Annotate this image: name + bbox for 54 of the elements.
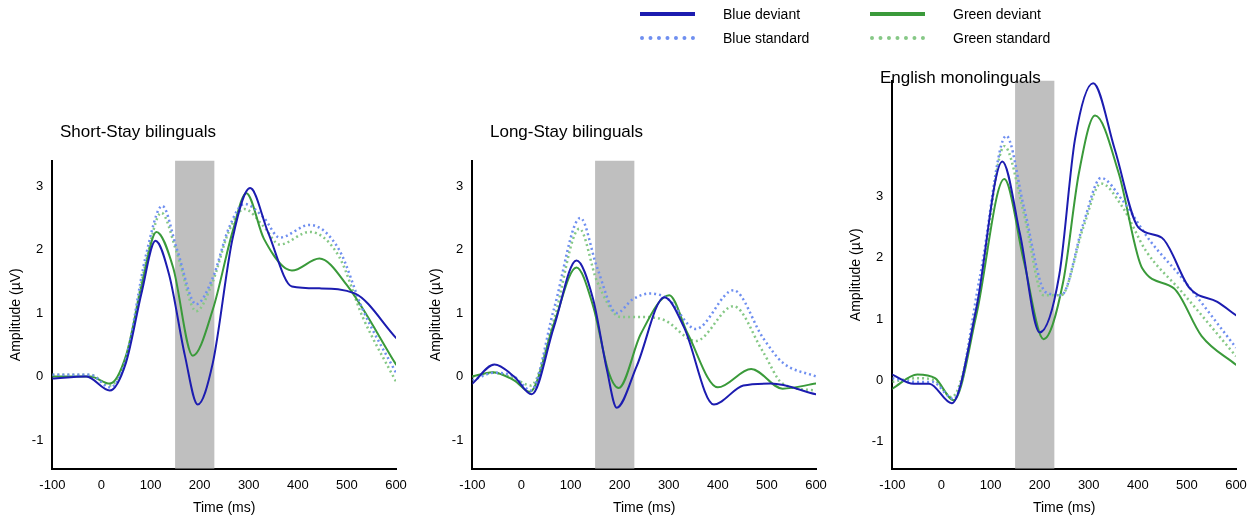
y-tick-label: 3 xyxy=(456,177,464,193)
x-tick-label: -100 xyxy=(39,476,66,492)
y-tick-label: 1 xyxy=(876,310,884,326)
x-tick-label: 200 xyxy=(188,476,211,492)
x-tick-label: 0 xyxy=(937,476,946,492)
y-axis-title: Amplitude (µV) xyxy=(847,228,864,322)
y-tick-label: -1 xyxy=(31,431,44,447)
x-tick-label: 100 xyxy=(559,476,582,492)
x-axis-title: Time (ms) xyxy=(192,499,256,516)
x-tick-label: 100 xyxy=(979,476,1002,492)
y-tick-label: 0 xyxy=(456,368,464,384)
x-axis-title: Time (ms) xyxy=(612,499,676,516)
legend-label: Green standard xyxy=(953,30,1051,46)
y-tick-label: 1 xyxy=(456,304,464,320)
x-tick-label: 200 xyxy=(1028,476,1051,492)
x-tick-label: 600 xyxy=(1225,476,1247,492)
line-series xyxy=(472,266,816,393)
x-tick-label: 300 xyxy=(657,476,680,492)
x-tick-label: -100 xyxy=(459,476,486,492)
x-tick-label: 400 xyxy=(286,476,309,492)
y-tick-label: 3 xyxy=(36,177,44,193)
y-axis-title: Amplitude (µV) xyxy=(7,268,24,362)
line-series xyxy=(472,259,816,409)
x-tick-label: 300 xyxy=(1077,476,1100,492)
y-tick-label: 0 xyxy=(36,368,44,384)
chart-title: English monolinguals xyxy=(880,68,1041,88)
y-axis-title: Amplitude (µV) xyxy=(427,268,444,362)
x-axis-title: Time (ms) xyxy=(1032,499,1096,516)
y-tick-label: 2 xyxy=(876,249,884,265)
x-tick-label: 500 xyxy=(336,476,358,492)
x-tick-label: -100 xyxy=(879,476,906,492)
x-tick-label: 400 xyxy=(1126,476,1149,492)
x-tick-label: 400 xyxy=(706,476,729,492)
x-tick-label: 500 xyxy=(1176,476,1198,492)
legend-label: Blue standard xyxy=(723,30,810,46)
x-tick-label: 200 xyxy=(608,476,631,492)
x-tick-label: 600 xyxy=(385,476,407,492)
legend-label: Green deviant xyxy=(953,6,1041,22)
y-tick-label: 1 xyxy=(36,304,44,320)
y-tick-label: 0 xyxy=(876,371,884,387)
x-tick-label: 0 xyxy=(97,476,106,492)
legend-label: Blue deviant xyxy=(723,6,801,22)
chart-title: Long-Stay bilinguals xyxy=(490,122,644,142)
x-tick-label: 0 xyxy=(517,476,526,492)
x-tick-label: 300 xyxy=(237,476,260,492)
x-tick-label: 100 xyxy=(139,476,162,492)
y-tick-label: 2 xyxy=(456,241,464,257)
y-tick-label: 3 xyxy=(876,188,884,204)
x-tick-label: 500 xyxy=(756,476,778,492)
y-tick-label: -1 xyxy=(871,432,884,448)
chart-title: Short-Stay bilinguals xyxy=(60,122,216,142)
y-tick-label: 2 xyxy=(36,241,44,257)
y-tick-label: -1 xyxy=(451,431,464,447)
x-tick-label: 600 xyxy=(805,476,827,492)
